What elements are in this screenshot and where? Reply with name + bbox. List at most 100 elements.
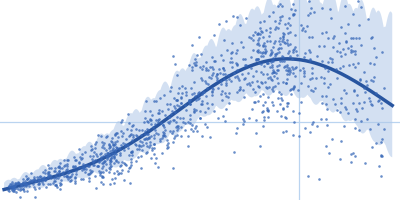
Point	[248, 67, 254, 70]
Point	[192, 99, 199, 102]
Point	[174, 116, 180, 119]
Point	[202, 123, 208, 126]
Point	[276, 51, 282, 54]
Point	[147, 144, 154, 147]
Point	[168, 112, 174, 115]
Point	[11, 185, 18, 188]
Point	[192, 126, 198, 130]
Point	[348, 50, 355, 53]
Point	[83, 163, 89, 167]
Point	[106, 153, 112, 156]
Point	[21, 185, 28, 188]
Point	[348, 37, 354, 40]
Point	[237, 40, 244, 43]
Point	[338, 102, 345, 105]
Point	[260, 119, 267, 122]
Point	[93, 140, 100, 143]
Point	[177, 102, 184, 105]
Point	[204, 125, 210, 128]
Point	[173, 125, 180, 128]
Point	[158, 121, 164, 124]
Point	[330, 45, 336, 49]
Point	[279, 98, 285, 101]
Point	[342, 52, 349, 55]
Point	[338, 139, 344, 142]
Point	[107, 144, 114, 148]
Point	[186, 98, 192, 101]
Point	[352, 52, 359, 56]
Point	[258, 55, 264, 58]
Point	[270, 86, 276, 89]
Point	[362, 91, 368, 94]
Point	[262, 86, 269, 89]
Point	[102, 159, 108, 162]
Point	[333, 67, 339, 70]
Point	[170, 96, 177, 99]
Point	[15, 181, 21, 184]
Point	[282, 129, 289, 133]
Point	[164, 139, 170, 142]
Point	[58, 178, 64, 182]
Point	[375, 100, 381, 103]
Point	[10, 185, 16, 188]
Point	[249, 80, 255, 83]
Point	[102, 153, 108, 156]
Point	[269, 100, 276, 104]
Point	[289, 72, 296, 75]
Point	[117, 153, 123, 156]
Point	[112, 141, 118, 144]
Point	[335, 41, 342, 44]
Point	[290, 109, 296, 113]
Point	[358, 119, 364, 122]
Point	[185, 121, 192, 124]
Point	[260, 110, 266, 113]
Point	[42, 177, 49, 180]
Point	[279, 55, 285, 58]
Point	[209, 90, 215, 94]
Point	[319, 7, 326, 10]
Point	[176, 105, 182, 108]
Point	[96, 172, 103, 175]
Point	[140, 144, 146, 147]
Point	[109, 152, 115, 155]
Point	[56, 174, 63, 178]
Point	[268, 72, 275, 75]
Point	[178, 101, 184, 104]
Point	[210, 68, 216, 71]
Point	[282, 64, 288, 68]
Point	[312, 87, 318, 90]
Point	[42, 179, 48, 182]
Point	[245, 72, 251, 75]
Point	[122, 144, 128, 147]
Point	[113, 152, 119, 156]
Point	[117, 163, 124, 167]
Point	[38, 181, 45, 184]
Point	[226, 91, 232, 94]
Point	[171, 110, 178, 113]
Point	[10, 185, 17, 188]
Point	[299, 29, 306, 32]
Point	[380, 87, 387, 90]
Point	[221, 91, 228, 94]
Point	[268, 48, 274, 51]
Point	[171, 119, 177, 122]
Point	[336, 110, 343, 114]
Point	[183, 94, 189, 97]
Point	[269, 63, 276, 67]
Point	[290, 120, 297, 123]
Point	[164, 120, 171, 123]
Point	[218, 53, 224, 56]
Point	[271, 71, 278, 74]
Point	[154, 165, 161, 169]
Point	[297, 81, 304, 84]
Point	[64, 168, 71, 171]
Point	[17, 188, 23, 192]
Point	[233, 51, 240, 55]
Point	[342, 92, 349, 95]
Point	[209, 103, 215, 106]
Point	[110, 181, 117, 184]
Point	[6, 185, 12, 188]
Point	[179, 92, 185, 95]
Point	[171, 105, 177, 108]
Point	[132, 143, 139, 147]
